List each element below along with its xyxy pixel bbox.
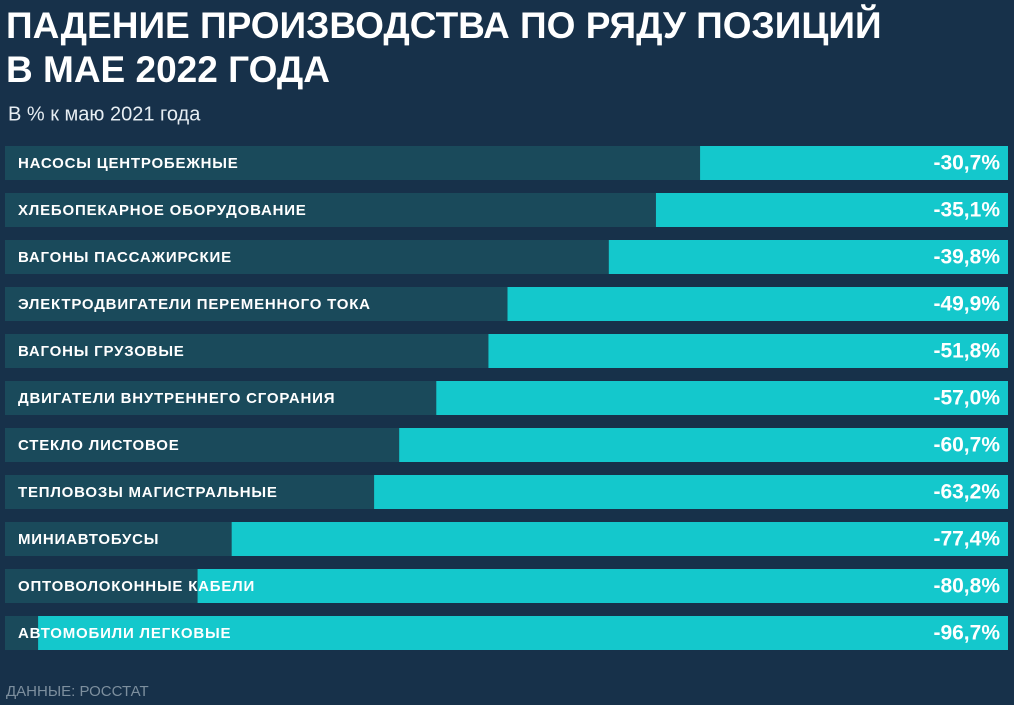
source: ДАННЫЕ: РОССТАТ [6,683,149,700]
bar [608,240,1008,274]
value-label: -80,8% [933,575,1000,598]
bar [374,475,1008,509]
bar [436,381,1008,415]
value-label: -57,0% [933,387,1000,410]
value-label: -51,8% [933,340,1000,363]
category-label: АВТОМОБИЛИ ЛЕГКОВЫЕ [18,625,231,642]
bar [399,428,1009,462]
value-label: -35,1% [933,199,1000,222]
chart-title: ПАДЕНИЕ ПРОИЗВОДСТВА ПО РЯДУ ПОЗИЦИЙ [6,4,882,46]
value-label: -96,7% [933,622,1000,645]
category-label: ВАГОНЫ ГРУЗОВЫЕ [18,343,185,360]
chart-title: В МАЕ 2022 ГОДА [6,49,330,90]
bar [655,193,1008,227]
category-label: ВАГОНЫ ПАССАЖИРСКИЕ [18,249,232,266]
bar [507,287,1008,321]
bar [700,146,1008,180]
bar [38,616,1008,650]
category-label: МИНИАВТОБУСЫ [18,531,159,548]
value-label: -39,8% [933,246,1000,269]
category-label: ДВИГАТЕЛИ ВНУТРЕННЕГО СГОРАНИЯ [18,390,335,407]
subtitle: В % к маю 2021 года [8,103,201,125]
value-label: -49,9% [933,293,1000,316]
bar [197,569,1009,603]
category-label: НАСОСЫ ЦЕНТРОБЕЖНЫЕ [18,155,239,172]
category-label: ЭЛЕКТРОДВИГАТЕЛИ ПЕРЕМЕННОГО ТОКА [18,296,371,313]
category-label: ХЛЕБОПЕКАРНОЕ ОБОРУДОВАНИЕ [18,202,307,219]
category-label: ОПТОВОЛОКОННЫЕ КАБЕЛИ [18,578,255,595]
category-label: ТЕПЛОВОЗЫ МАГИСТРАЛЬНЫЕ [18,484,278,501]
bar [231,522,1009,556]
value-label: -30,7% [933,152,1000,175]
value-label: -77,4% [933,528,1000,551]
bar [488,334,1008,368]
category-label: СТЕКЛО ЛИСТОВОЕ [18,437,180,454]
value-label: -60,7% [933,434,1000,457]
value-label: -63,2% [933,481,1000,504]
